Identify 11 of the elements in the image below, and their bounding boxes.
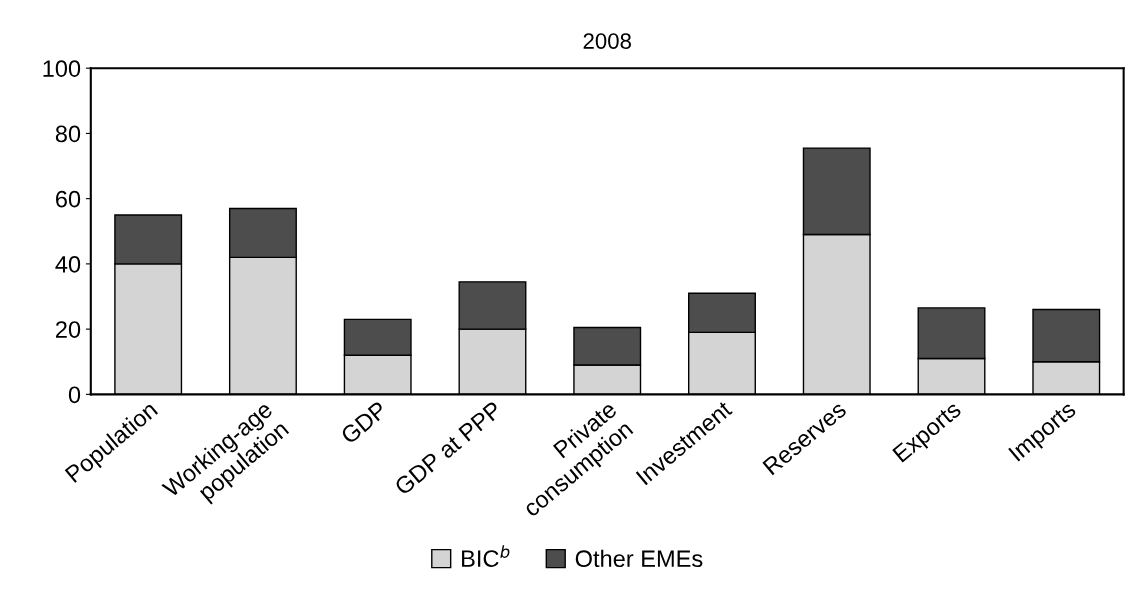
x-tick-label: GDP at PPP <box>393 400 503 496</box>
legend-label: Other EMEs <box>575 549 703 568</box>
y-tick-label: 100 <box>43 60 81 77</box>
legend-label: BIC$^{b}$ <box>462 545 510 567</box>
y-tick-label: 60 <box>56 190 81 208</box>
y-tick-label: 0 <box>68 386 81 404</box>
chart-title: 2008 <box>583 33 631 49</box>
y-tick-label: 80 <box>55 125 81 143</box>
y-tick-label: 40 <box>55 255 81 273</box>
y-tick-label: 20 <box>56 321 81 338</box>
x-tick-label: GDP <box>339 400 388 445</box>
